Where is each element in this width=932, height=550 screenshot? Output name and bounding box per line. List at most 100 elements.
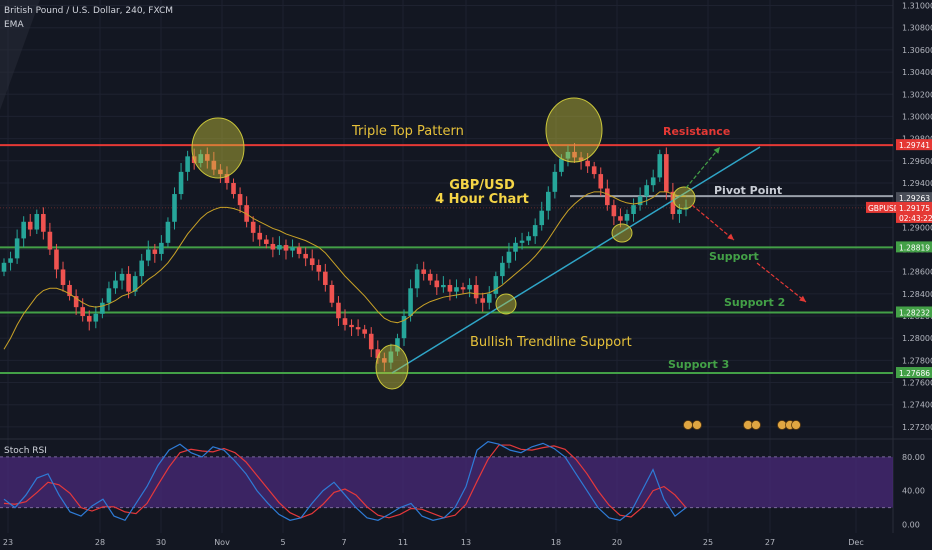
event-icon[interactable] bbox=[692, 420, 702, 430]
candle[interactable] bbox=[559, 154, 564, 177]
candle[interactable] bbox=[60, 261, 66, 292]
candle[interactable] bbox=[47, 222, 53, 256]
candle[interactable] bbox=[257, 225, 263, 247]
candle[interactable] bbox=[159, 235, 164, 261]
candle[interactable] bbox=[467, 278, 472, 298]
stoch-rsi-label[interactable]: Stoch RSI bbox=[4, 446, 47, 456]
candle[interactable] bbox=[362, 324, 367, 339]
candle[interactable] bbox=[139, 253, 145, 284]
candle[interactable] bbox=[86, 310, 92, 331]
candle[interactable] bbox=[664, 147, 669, 200]
candle[interactable] bbox=[113, 271, 118, 294]
candle[interactable] bbox=[388, 343, 394, 370]
candle[interactable] bbox=[106, 281, 112, 311]
candle[interactable] bbox=[178, 163, 184, 200]
candle[interactable] bbox=[296, 242, 302, 259]
ema-line[interactable] bbox=[3, 191, 686, 350]
candle[interactable] bbox=[277, 236, 282, 256]
candle[interactable] bbox=[14, 229, 20, 264]
candle[interactable] bbox=[657, 149, 663, 182]
candle[interactable] bbox=[572, 143, 577, 164]
candle[interactable] bbox=[283, 239, 289, 260]
candle[interactable] bbox=[93, 306, 99, 329]
candle[interactable] bbox=[539, 201, 545, 231]
event-icon[interactable] bbox=[791, 420, 801, 430]
candle[interactable] bbox=[526, 231, 531, 246]
candle[interactable] bbox=[611, 199, 617, 226]
candle[interactable] bbox=[132, 271, 138, 297]
candle[interactable] bbox=[126, 266, 131, 299]
candle[interactable] bbox=[8, 251, 13, 271]
candle[interactable] bbox=[1, 258, 7, 277]
rsi-d-line[interactable] bbox=[3, 444, 687, 519]
candle[interactable] bbox=[355, 319, 361, 336]
candle[interactable] bbox=[336, 296, 341, 327]
candle[interactable] bbox=[237, 187, 243, 213]
candle[interactable] bbox=[185, 150, 190, 181]
candle[interactable] bbox=[480, 292, 486, 312]
candle[interactable] bbox=[624, 209, 630, 226]
candle[interactable] bbox=[493, 271, 499, 299]
event-icon[interactable] bbox=[751, 420, 761, 430]
candle[interactable] bbox=[473, 276, 479, 304]
event-icon[interactable] bbox=[683, 420, 693, 430]
candle[interactable] bbox=[401, 309, 407, 346]
candle[interactable] bbox=[54, 243, 59, 279]
candle[interactable] bbox=[395, 333, 400, 356]
candle[interactable] bbox=[637, 187, 643, 211]
candle[interactable] bbox=[447, 279, 453, 301]
candle[interactable] bbox=[375, 340, 381, 364]
candle[interactable] bbox=[519, 232, 525, 250]
candle[interactable] bbox=[342, 309, 348, 331]
candle[interactable] bbox=[552, 164, 558, 199]
candle[interactable] bbox=[513, 237, 518, 261]
candle[interactable] bbox=[152, 243, 158, 263]
candle[interactable] bbox=[211, 151, 217, 176]
candle[interactable] bbox=[500, 256, 505, 284]
candle[interactable] bbox=[532, 218, 538, 244]
candle[interactable] bbox=[21, 216, 26, 248]
candle[interactable] bbox=[565, 145, 571, 167]
candle[interactable] bbox=[591, 161, 597, 179]
candle[interactable] bbox=[309, 249, 315, 271]
candle[interactable] bbox=[421, 261, 426, 281]
candle[interactable] bbox=[427, 269, 433, 285]
candle[interactable] bbox=[329, 280, 335, 308]
ema-indicator-label[interactable]: EMA bbox=[4, 20, 24, 30]
candle[interactable] bbox=[198, 149, 204, 168]
candle[interactable] bbox=[270, 237, 276, 258]
candle[interactable] bbox=[434, 273, 440, 295]
candle[interactable] bbox=[323, 263, 328, 292]
candle[interactable] bbox=[41, 207, 46, 240]
candle[interactable] bbox=[382, 352, 387, 372]
candle[interactable] bbox=[34, 209, 40, 234]
candle[interactable] bbox=[204, 147, 210, 169]
candle[interactable] bbox=[218, 164, 223, 183]
candle[interactable] bbox=[441, 276, 446, 293]
candle[interactable] bbox=[303, 247, 308, 267]
candle[interactable] bbox=[250, 216, 256, 242]
candle[interactable] bbox=[414, 263, 420, 298]
candle[interactable] bbox=[460, 282, 466, 294]
candle[interactable] bbox=[73, 289, 79, 315]
candle[interactable] bbox=[506, 242, 512, 269]
candle[interactable] bbox=[165, 217, 171, 248]
candle[interactable] bbox=[67, 280, 72, 301]
candle[interactable] bbox=[172, 187, 177, 230]
candle[interactable] bbox=[316, 259, 322, 281]
candle[interactable] bbox=[349, 319, 354, 336]
candle[interactable] bbox=[27, 214, 33, 237]
candle[interactable] bbox=[290, 239, 295, 258]
candle[interactable] bbox=[231, 178, 236, 199]
candle[interactable] bbox=[224, 166, 230, 190]
candle[interactable] bbox=[145, 240, 151, 267]
bullish-trendline[interactable] bbox=[391, 146, 761, 374]
candle[interactable] bbox=[100, 298, 105, 319]
candle[interactable] bbox=[631, 198, 636, 222]
candle[interactable] bbox=[408, 279, 413, 322]
candle[interactable] bbox=[545, 186, 551, 220]
candle[interactable] bbox=[119, 268, 125, 290]
candle[interactable] bbox=[650, 169, 656, 192]
rsi-k-line[interactable] bbox=[3, 441, 687, 522]
